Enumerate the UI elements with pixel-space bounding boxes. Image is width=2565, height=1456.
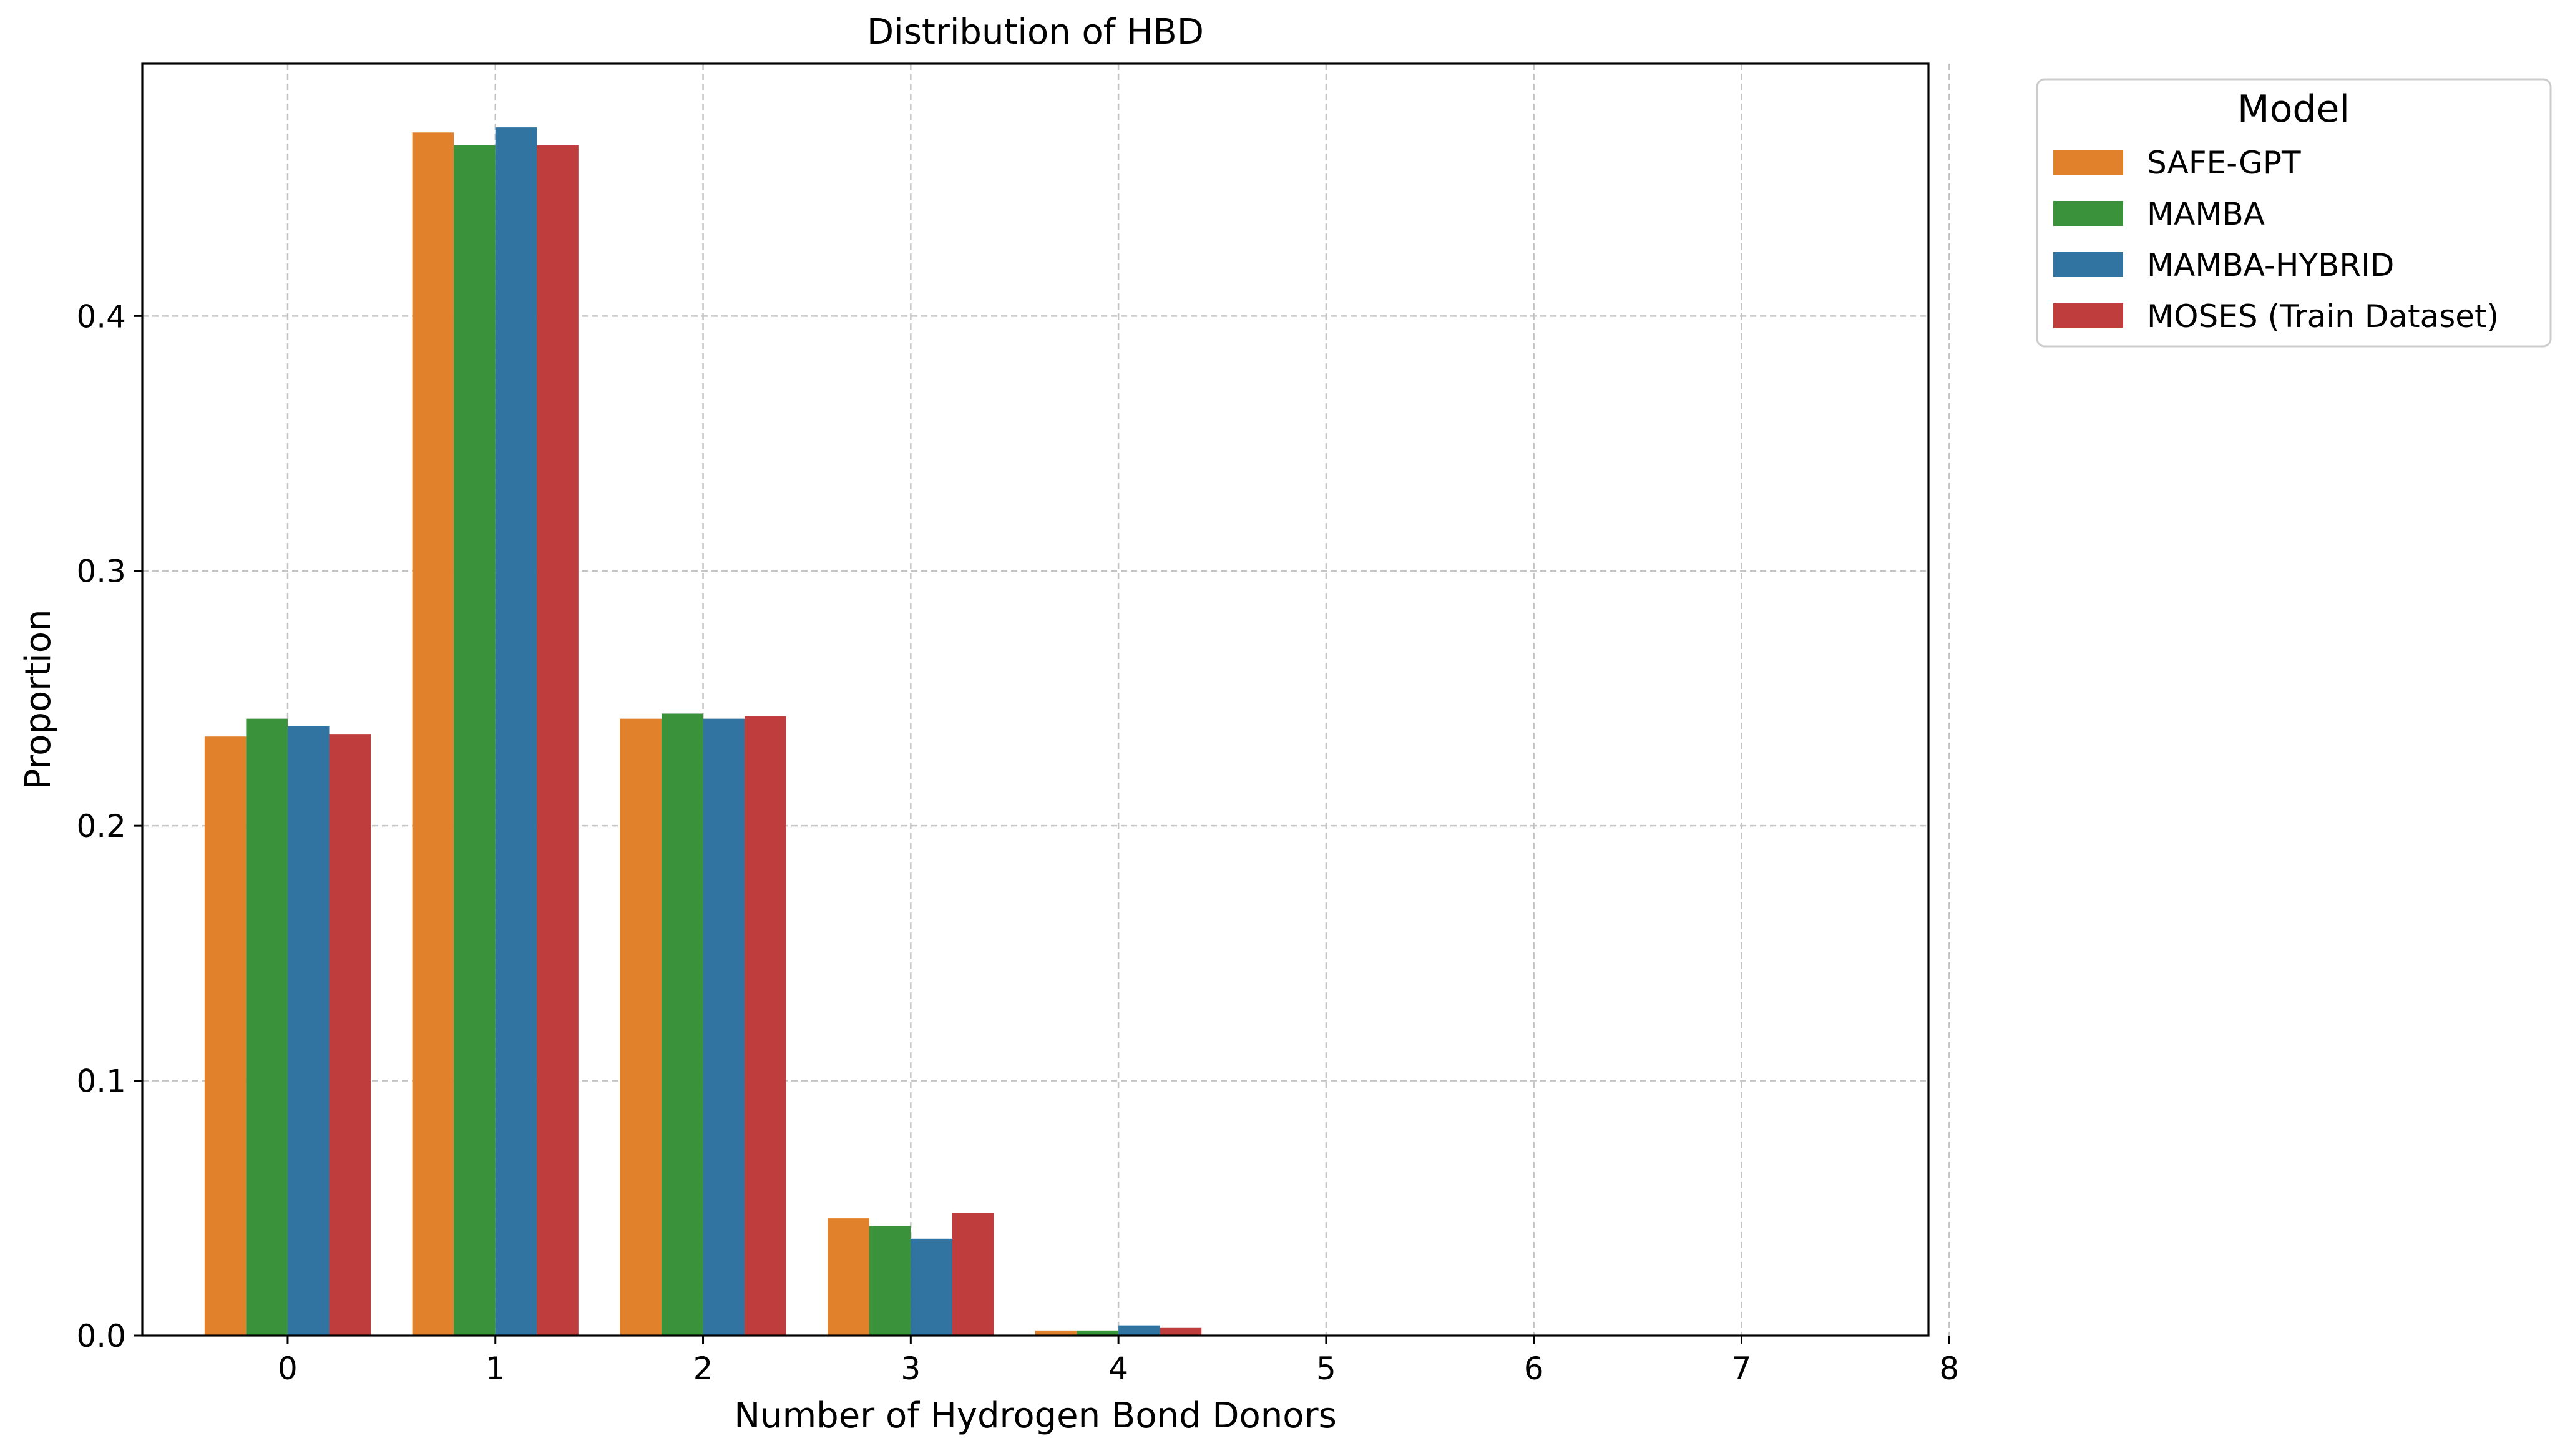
legend-title: Model <box>2237 87 2350 131</box>
y-tick-label: 0.0 <box>76 1318 126 1354</box>
x-tick-label: 7 <box>1732 1351 1752 1387</box>
bars <box>204 127 1202 1336</box>
legend: Model SAFE-GPT MAMBA MAMBA-HYBRID MOSES (Tr… <box>2036 78 2552 348</box>
x-tick-label: 8 <box>1939 1351 1959 1387</box>
bar <box>1035 1330 1077 1336</box>
bar <box>952 1213 994 1336</box>
legend-label: MOSES (Train Dataset) <box>2147 298 2499 335</box>
bar <box>537 145 579 1336</box>
legend-swatch <box>2053 150 2123 175</box>
bar <box>1077 1330 1119 1336</box>
legend-swatch <box>2053 252 2123 277</box>
bar <box>1118 1325 1160 1336</box>
x-tick-label: 3 <box>901 1351 921 1387</box>
x-tick-label: 6 <box>1524 1351 1544 1387</box>
bar <box>412 132 454 1336</box>
bar <box>661 713 703 1336</box>
y-tick-label: 0.2 <box>76 808 126 844</box>
x-tick-label: 2 <box>693 1351 713 1387</box>
bar <box>204 736 247 1336</box>
legend-label: MAMBA <box>2147 196 2265 232</box>
x-tick-label: 4 <box>1108 1351 1128 1387</box>
bar <box>495 127 537 1336</box>
legend-items: SAFE-GPT MAMBA MAMBA-HYBRID MOSES (Train Da… <box>2053 145 2499 335</box>
x-tick-label: 0 <box>278 1351 298 1387</box>
legend-label: SAFE-GPT <box>2147 145 2301 181</box>
legend-swatch <box>2053 303 2123 328</box>
bar <box>1160 1327 1202 1336</box>
x-tick-label: 1 <box>486 1351 506 1387</box>
bar <box>287 726 330 1336</box>
bar <box>745 716 786 1336</box>
y-axis-label: Proportion <box>18 610 59 790</box>
chart-title: Distribution of HBD <box>867 12 1204 52</box>
x-axis-label: Number of Hydrogen Bond Donors <box>734 1395 1337 1436</box>
bar <box>869 1226 911 1336</box>
bar <box>246 718 288 1336</box>
bar <box>828 1218 869 1336</box>
bar <box>703 718 745 1336</box>
y-ticks: 0.0 0.1 0.2 0.3 0.4 <box>76 298 142 1354</box>
bar <box>620 718 662 1336</box>
y-tick-label: 0.4 <box>76 298 126 335</box>
y-tick-label: 0.1 <box>76 1063 126 1100</box>
y-tick-label: 0.3 <box>76 554 126 590</box>
bar <box>911 1238 952 1336</box>
plot-background <box>142 64 1928 1336</box>
legend-box <box>2036 78 2552 348</box>
legend-label: MAMBA-HYBRID <box>2147 247 2394 283</box>
bar <box>329 734 371 1336</box>
x-ticks: 0 1 2 3 4 5 6 7 8 <box>278 1336 1959 1387</box>
bar <box>454 145 496 1336</box>
legend-swatch <box>2053 201 2123 226</box>
x-tick-label: 5 <box>1316 1351 1336 1387</box>
plot-frame <box>141 62 1930 1337</box>
